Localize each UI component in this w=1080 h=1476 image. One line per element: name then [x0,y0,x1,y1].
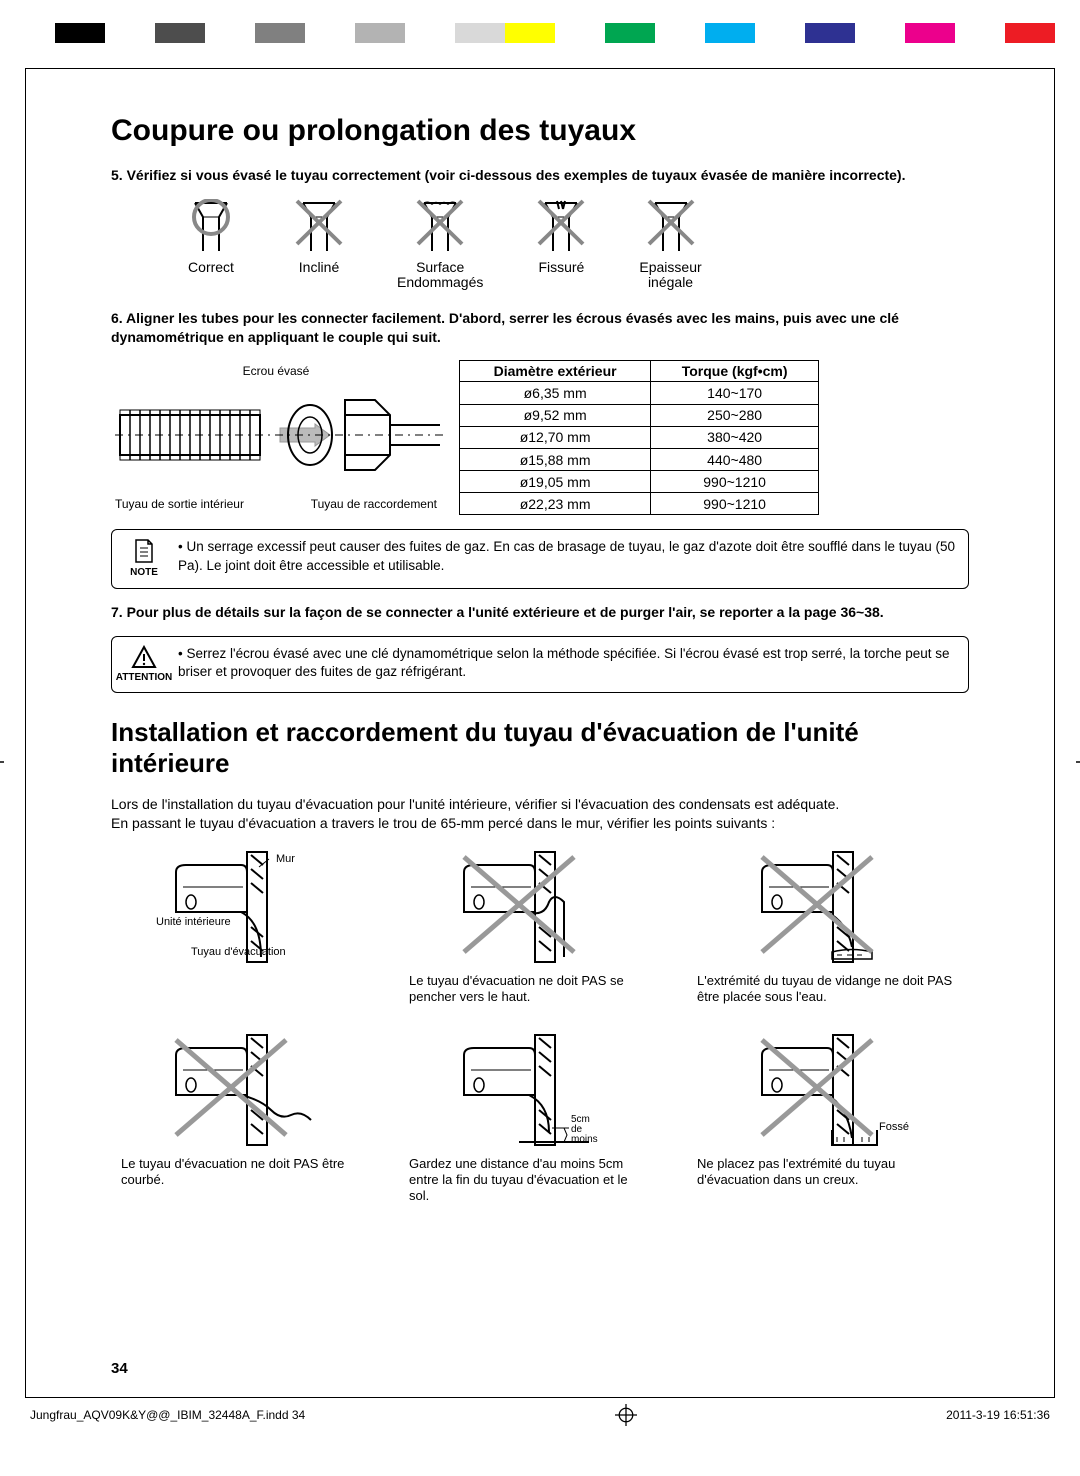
pipe-label-top: Ecrou évasé [115,364,437,378]
svg-text:Unité intérieure: Unité intérieure [156,916,231,928]
flared-item: Correct [181,199,241,291]
heading-2: Installation et raccordement du tuyau d'… [111,717,969,779]
registration-icon [0,749,4,775]
drain-item: Fossé Ne placez pas l'extrémité du tuyau… [697,1030,957,1205]
table-row: ø6,35 mm140~170 [460,382,819,404]
drain-item: Mur Unité intérieure Tuyau d'évacuation [121,847,361,1006]
svg-text:Mur: Mur [276,853,295,865]
pipe-label-br: Tuyau de raccordement [311,497,437,511]
color-bar-right [505,23,1055,43]
note-label: NOTE [130,566,158,580]
table-row: ø9,52 mm250~280 [460,404,819,426]
torque-table-body: ø6,35 mm140~170ø9,52 mm250~280ø12,70 mm3… [460,382,819,515]
pipe-diagram: Ecrou évasé [111,360,441,515]
table-row: ø15,88 mm440~480 [460,448,819,470]
footer-right: 2011-3-19 16:51:36 [946,1408,1050,1422]
drain-item: L'extrémité du tuyau de vidange ne doit … [697,847,957,1006]
registration-icon [1076,749,1080,775]
page-content: Coupure ou prolongation des tuyaux 5. Vé… [25,68,1055,1398]
note-box: NOTE • Un serrage excessif peut causer d… [111,529,969,589]
drain-item: Le tuyau d'évacuation ne doit PAS être c… [121,1030,361,1205]
drain-illustrations: Mur Unité intérieure Tuyau d'évacuation Le… [121,847,969,1204]
pipe-label-bl: Tuyau de sortie intérieur [115,497,244,511]
drain-item: 5cmdemoins Gardez une distance d'au moin… [409,1030,649,1205]
table-header: Torque (kgf•cm) [651,361,819,382]
flared-item: Surface Endommagés [397,199,483,291]
flared-item: Fissuré [531,199,591,291]
table-header: Diamètre extérieur [460,361,651,382]
flared-item: Epaisseur inégale [639,199,701,291]
step-5: 5. Vérifiez si vous évasé le tuyau corre… [111,166,969,185]
table-row: ø12,70 mm380~420 [460,426,819,448]
flared-item: Incliné [289,199,349,291]
note-text: Un serrage excessif peut causer des fuit… [178,539,955,572]
footer-left: Jungfrau_AQV09K&Y@@_IBIM_32448A_F.indd 3… [30,1408,305,1422]
torque-table: Diamètre extérieur Torque (kgf•cm) ø6,35… [459,360,819,515]
attention-label: ATTENTION [116,671,172,685]
flared-examples: Correct Incliné Surface Endommagés Fissu… [181,199,969,291]
registration-icon [615,1404,637,1426]
table-row: ø19,05 mm990~1210 [460,471,819,493]
drain-item: Le tuyau d'évacuation ne doit PAS se pen… [409,847,649,1006]
step-7: 7. Pour plus de détails sur la façon de … [111,603,969,622]
table-row: ø22,23 mm990~1210 [460,493,819,515]
attention-box: ATTENTION • Serrez l'écrou évasé avec un… [111,636,969,694]
note-icon [132,538,156,564]
warning-icon [131,645,157,669]
heading-1: Coupure ou prolongation des tuyaux [111,114,969,148]
intro-text: Lors de l'installation du tuyau d'évacua… [111,795,969,833]
step-6: 6. Aligner les tubes pour les connecter … [111,309,969,347]
page-number: 34 [111,1360,128,1377]
print-footer: Jungfrau_AQV09K&Y@@_IBIM_32448A_F.indd 3… [0,1398,1080,1430]
svg-text:Tuyau d'évacuation: Tuyau d'évacuation [191,946,286,958]
attention-text: Serrez l'écrou évasé avec une clé dynamo… [178,646,950,679]
registration-marks [0,0,1080,46]
svg-text:moins: moins [571,1134,598,1145]
svg-text:Fossé: Fossé [879,1121,909,1133]
color-bar-left [55,23,505,43]
